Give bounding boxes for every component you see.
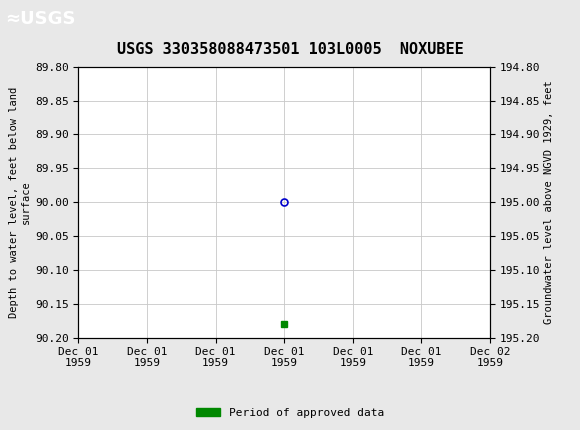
Y-axis label: Depth to water level, feet below land
surface: Depth to water level, feet below land su…	[9, 86, 31, 318]
Y-axis label: Groundwater level above NGVD 1929, feet: Groundwater level above NGVD 1929, feet	[545, 80, 554, 324]
Legend: Period of approved data: Period of approved data	[191, 403, 389, 422]
Text: ≈USGS: ≈USGS	[5, 10, 75, 28]
Text: USGS 330358088473501 103L0005  NOXUBEE: USGS 330358088473501 103L0005 NOXUBEE	[117, 42, 463, 57]
